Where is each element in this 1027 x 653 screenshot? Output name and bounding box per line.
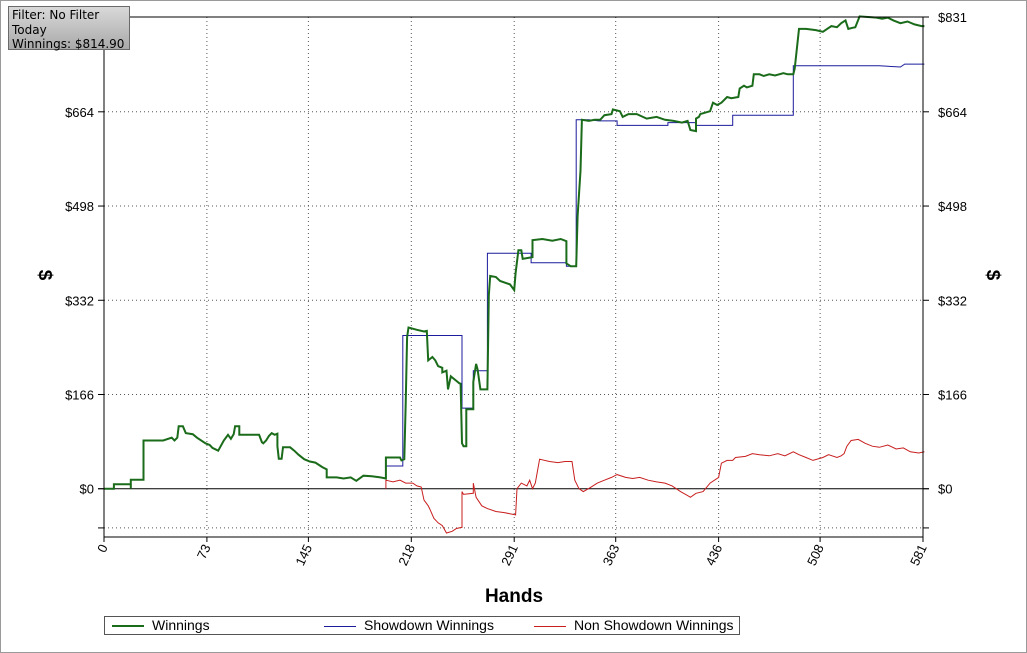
x-tick-label: 436 bbox=[703, 542, 726, 568]
x-tick-label: 145 bbox=[292, 542, 315, 568]
x-tick-label: 363 bbox=[600, 542, 623, 568]
y-tick-label-left: $664 bbox=[65, 105, 94, 120]
legend-label-showdown-winnings: Showdown Winnings bbox=[364, 617, 494, 633]
series-layer bbox=[104, 15, 925, 534]
x-tick-label: 581 bbox=[907, 542, 930, 568]
y-tick-label-right: $664 bbox=[938, 105, 967, 120]
y-tick-label-left: $332 bbox=[65, 293, 94, 308]
plot-border bbox=[103, 16, 924, 538]
y-tick-label-right: $332 bbox=[938, 293, 967, 308]
legend-label-non-showdown-winnings: Non Showdown Winnings bbox=[574, 617, 734, 633]
grid-layer bbox=[104, 17, 923, 537]
legend-item-winnings: Winnings bbox=[109, 617, 309, 634]
legend-item-non-showdown-winnings: Non Showdown Winnings bbox=[531, 617, 736, 634]
legend-swatch-showdown-winnings bbox=[324, 626, 356, 627]
x-tick-label: 508 bbox=[804, 542, 827, 568]
y-tick-label-right: $166 bbox=[938, 388, 967, 403]
x-tick-label: 0 bbox=[94, 542, 111, 555]
filter-label: Filter: No Filter bbox=[12, 8, 100, 22]
winnings-total-label: Winnings: $814.90 bbox=[12, 37, 125, 51]
x-tick-label: 291 bbox=[498, 542, 521, 568]
ticks-layer bbox=[98, 16, 929, 542]
y-tick-label-left: $0 bbox=[80, 482, 94, 497]
chart-legend: Winnings Showdown Winnings Non Showdown … bbox=[104, 616, 740, 635]
y-axis-title-left: $ bbox=[34, 270, 55, 281]
y-tick-label-left: $166 bbox=[65, 388, 94, 403]
y-tick-label-right: $0 bbox=[938, 482, 952, 497]
legend-swatch-winnings bbox=[112, 625, 144, 627]
x-tick-label: 73 bbox=[194, 542, 214, 561]
legend-label-winnings: Winnings bbox=[152, 617, 210, 633]
x-axis-title: Hands bbox=[485, 586, 543, 607]
y-axis-title-right: $ bbox=[982, 270, 1003, 281]
legend-swatch-non-showdown-winnings bbox=[534, 626, 566, 627]
period-label: Today bbox=[12, 22, 47, 37]
y-tick-label-left: $498 bbox=[65, 199, 94, 214]
series-line-winnings bbox=[104, 15, 925, 490]
x-tick-label: 218 bbox=[395, 542, 418, 568]
legend-item-showdown-winnings: Showdown Winnings bbox=[321, 617, 521, 634]
tick-labels-layer: 0 73 145 218 291 363 436 508 581 $0 $0 $166 $166 $332… bbox=[65, 10, 967, 568]
filter-info-box: Filter: No Filter Today Winnings: $814.9… bbox=[8, 6, 130, 51]
series-line-non-showdown-winnings bbox=[385, 438, 925, 534]
y-tick-label-right: $498 bbox=[938, 199, 967, 214]
y-tick-label-right: $831 bbox=[938, 10, 967, 25]
